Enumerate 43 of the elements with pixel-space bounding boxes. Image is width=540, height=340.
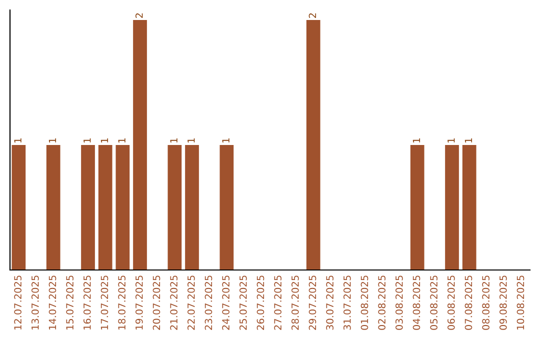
x-tick-label: 30.07.2025 xyxy=(326,276,334,330)
data-label: 1 xyxy=(100,138,108,143)
x-tick-label: 02.08.2025 xyxy=(378,276,386,330)
data-label: 1 xyxy=(170,138,178,143)
data-label: 1 xyxy=(448,138,455,143)
x-tick-label: 18.07.2025 xyxy=(118,276,126,330)
x-tick-label: 31.07.2025 xyxy=(343,276,351,330)
x-tick-label: 03.08.2025 xyxy=(395,276,403,330)
x-tick-label: 14.07.2025 xyxy=(48,276,56,330)
x-tick-label: 22.07.2025 xyxy=(187,276,195,330)
x-tick-label: 10.08.2025 xyxy=(516,276,524,330)
x-tick-label: 20.07.2025 xyxy=(152,276,160,330)
x-tick-label: 29.07.2025 xyxy=(308,276,316,330)
x-tick-label: 05.08.2025 xyxy=(430,276,438,330)
x-tick-label: 07.08.2025 xyxy=(464,276,472,330)
x-tick-label: 19.07.2025 xyxy=(135,276,143,330)
x-tick-label: 23.07.2025 xyxy=(204,276,212,330)
data-label: 1 xyxy=(84,138,91,143)
x-tick-label: 08.08.2025 xyxy=(482,276,490,330)
data-label: 1 xyxy=(14,138,22,143)
x-tick-label: 12.07.2025 xyxy=(14,276,22,330)
x-tick-label: 01.08.2025 xyxy=(360,276,368,330)
x-tick-label: 27.07.2025 xyxy=(274,276,282,330)
data-label: 1 xyxy=(118,138,126,143)
x-tick-label: 04.08.2025 xyxy=(412,276,420,330)
data-label: 1 xyxy=(222,138,230,143)
x-tick-label: 13.07.2025 xyxy=(31,276,39,330)
x-tick-label: 09.08.2025 xyxy=(499,276,507,330)
x-tick-label: 26.07.2025 xyxy=(256,276,264,330)
x-tick-label: 25.07.2025 xyxy=(239,276,247,330)
x-tick-label: 06.08.2025 xyxy=(447,276,455,330)
data-label: 2 xyxy=(308,13,316,18)
data-label: 1 xyxy=(48,138,56,143)
x-tick-label: 17.07.2025 xyxy=(100,276,108,330)
x-tick-label: 16.07.2025 xyxy=(83,276,91,330)
data-label: 1 xyxy=(188,138,195,143)
data-label: 2 xyxy=(135,13,143,18)
x-tick-label: 15.07.2025 xyxy=(66,276,74,330)
data-label: 1 xyxy=(464,138,472,143)
x-tick-label: 21.07.2025 xyxy=(170,276,178,330)
x-tick-label: 24.07.2025 xyxy=(222,276,230,330)
data-label: 1 xyxy=(412,138,420,143)
x-tick-label: 28.07.2025 xyxy=(291,276,299,330)
